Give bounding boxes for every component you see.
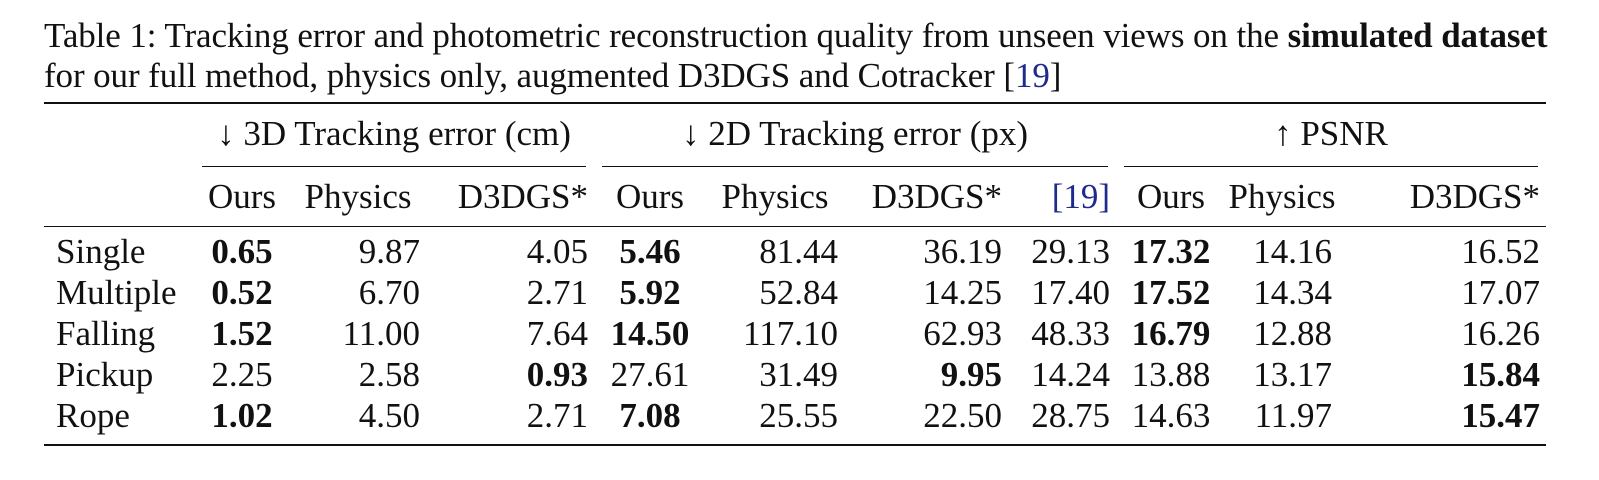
table-cell: 14.24 <box>1031 354 1110 394</box>
table-cell: 36.19 <box>923 231 1002 271</box>
table-cell: 31.49 <box>759 354 838 394</box>
group-header-2d: ↓ 2D Tracking error (px) <box>681 114 1029 153</box>
row-label: Pickup <box>56 354 154 394</box>
corner-cell <box>44 103 194 164</box>
midrule <box>44 226 1546 231</box>
table-cell: 81.44 <box>759 231 838 271</box>
table-cell: 13.17 <box>1253 354 1332 394</box>
col-header: Ours <box>207 177 277 216</box>
caption-end: ] <box>1049 56 1062 95</box>
table-cell: 0.52 <box>211 272 273 312</box>
bottomrule <box>44 436 1546 445</box>
table-caption: Table 1: Tracking error and photometric … <box>44 16 1564 96</box>
table-cell: 15.47 <box>1461 395 1540 435</box>
table-cell: 28.75 <box>1031 395 1110 435</box>
caption-citation-link[interactable]: 19 <box>1014 56 1050 95</box>
table-cell: 16.26 <box>1461 313 1540 353</box>
table-cell: 14.34 <box>1253 272 1332 312</box>
table-cell: 1.52 <box>211 313 273 353</box>
table-row: Falling 1.52 11.00 7.64 14.50 117.10 62.93 48.3… <box>44 313 1546 354</box>
cmidrule-row <box>44 164 1546 168</box>
table-cell: 14.25 <box>923 272 1002 312</box>
caption-suffix: for our full method, physics only, augme… <box>44 56 1015 95</box>
table-cell: 2.25 <box>211 354 273 394</box>
table-cell: 14.50 <box>610 313 690 353</box>
group-header-3d: ↓ 3D Tracking error (cm) <box>217 114 571 153</box>
row-label: Falling <box>56 313 156 353</box>
table-cell: 7.08 <box>619 395 681 435</box>
table-cell: 6.70 <box>358 272 420 312</box>
row-label: Multiple <box>56 272 177 312</box>
col-header: Ours <box>1136 177 1206 216</box>
row-label: Rope <box>56 395 130 435</box>
table-cell: 15.84 <box>1461 354 1540 394</box>
table-cell: 11.00 <box>342 313 420 353</box>
table-cell: 1.02 <box>211 395 273 435</box>
table-cell: 17.52 <box>1131 272 1211 312</box>
col-header: D3DGS* <box>457 177 588 216</box>
table-cell: 62.93 <box>923 313 1002 353</box>
table-body: Single 0.65 9.87 4.05 5.46 81.44 36.19 29.13 17.… <box>44 231 1546 436</box>
table-cell: 12.88 <box>1253 313 1332 353</box>
table-cell: 5.92 <box>619 272 681 312</box>
table-row: Multiple 0.52 6.70 2.71 5.92 52.84 14.25 17.40 1… <box>44 272 1546 313</box>
table-cell: 2.58 <box>358 354 420 394</box>
results-table-container: ↓ 3D Tracking error (cm) ↓ 2D Tracking e… <box>44 102 1546 446</box>
table-row: Pickup 2.25 2.58 0.93 27.61 31.49 9.95 14.24 13.… <box>44 354 1546 395</box>
col-header: D3DGS* <box>1409 177 1540 216</box>
col-header: Physics <box>304 177 412 216</box>
col-header: D3DGS* <box>871 177 1002 216</box>
table-cell: 7.64 <box>526 313 588 353</box>
table-cell: 17.40 <box>1031 272 1110 312</box>
table-row: Single 0.65 9.87 4.05 5.46 81.44 36.19 29.13 17.… <box>44 231 1546 272</box>
cmidrule-3d <box>202 165 586 167</box>
table-cell: 25.55 <box>759 395 838 435</box>
col-header: Physics <box>721 177 829 216</box>
table-cell: 4.05 <box>526 231 588 271</box>
table-cell: 9.95 <box>940 354 1002 394</box>
table-cell: 11.97 <box>1254 395 1332 435</box>
col-header: Ours <box>615 177 685 216</box>
row-label: Single <box>56 231 146 271</box>
table-cell: 0.93 <box>526 354 588 394</box>
table-cell: 2.71 <box>526 272 588 312</box>
table-cell: 22.50 <box>923 395 1002 435</box>
group-header-row: ↓ 3D Tracking error (cm) ↓ 2D Tracking e… <box>44 103 1546 164</box>
caption-prefix: Table 1: Tracking error and photometric … <box>44 16 1288 55</box>
table-cell: 117.10 <box>743 313 838 353</box>
caption-bold: simulated dataset <box>1287 16 1548 55</box>
table-cell: 9.87 <box>358 231 420 271</box>
table-cell: 5.46 <box>619 231 681 271</box>
cmidrule-psnr <box>1124 165 1538 167</box>
table-cell: 52.84 <box>759 272 838 312</box>
table-cell: 27.61 <box>610 354 690 394</box>
table-cell: 29.13 <box>1031 231 1110 271</box>
table-cell: 14.16 <box>1253 231 1332 271</box>
row-label-header <box>44 168 194 227</box>
table-cell: 48.33 <box>1031 313 1110 353</box>
group-header-psnr: ↑ PSNR <box>1274 114 1388 153</box>
table-row: Rope 1.02 4.50 2.71 7.08 25.55 22.50 28.75 14.63… <box>44 395 1546 436</box>
table-cell: 4.50 <box>358 395 420 435</box>
table-cell: 16.52 <box>1461 231 1540 271</box>
table-cell: 0.65 <box>211 231 273 271</box>
table-cell: 17.07 <box>1461 272 1540 312</box>
table-cell: 2.71 <box>526 395 588 435</box>
table-cell: 17.32 <box>1131 231 1211 271</box>
table-cell: 16.79 <box>1131 313 1211 353</box>
col-header: Physics <box>1228 177 1336 216</box>
table-cell: 13.88 <box>1131 354 1211 394</box>
column-header-row: Ours Physics D3DGS* Ours Physics D3DGS* … <box>44 168 1546 227</box>
cmidrule-2d <box>602 165 1108 167</box>
col-header-citation-link[interactable]: [19] <box>1051 177 1110 216</box>
table-cell: 14.63 <box>1131 395 1211 435</box>
results-table: ↓ 3D Tracking error (cm) ↓ 2D Tracking e… <box>44 102 1546 446</box>
